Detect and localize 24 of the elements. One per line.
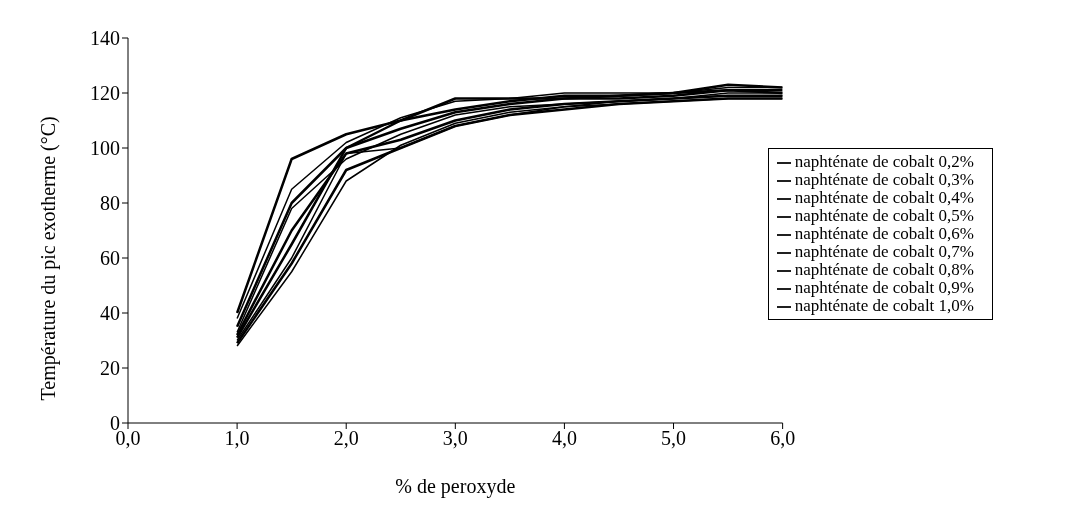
x-tick-label: 3,0	[442, 427, 468, 450]
y-tick-label: 80	[100, 192, 120, 215]
y-tick-label: 120	[90, 82, 120, 105]
legend-label: naphténate de cobalt 0,7%	[794, 242, 974, 261]
y-tick-label: 100	[90, 137, 120, 160]
x-axis-title: % de peroxyde	[395, 475, 516, 498]
x-tick-label: 5,0	[661, 427, 687, 450]
y-tick-label: 60	[100, 247, 120, 270]
x-tick-label: 2,0	[333, 427, 359, 450]
legend-label: naphténate de cobalt 0,3%	[794, 170, 974, 189]
legend-label: naphténate de cobalt 0,5%	[794, 206, 974, 225]
y-tick-label: 40	[100, 302, 120, 325]
legend-label: naphténate de cobalt 0,8%	[794, 260, 974, 279]
legend-label: naphténate de cobalt 1,0%	[794, 296, 974, 315]
x-tick-label: 6,0	[770, 427, 796, 450]
legend-label: naphténate de cobalt 0,9%	[794, 278, 974, 297]
legend-label: naphténate de cobalt 0,4%	[794, 188, 974, 207]
legend-label: naphténate de cobalt 0,6%	[794, 224, 974, 243]
legend-label: naphténate de cobalt 0,2%	[794, 152, 974, 171]
x-tick-label: 1,0	[224, 427, 250, 450]
y-tick-label: 140	[90, 27, 120, 50]
y-axis-title: Température du pic exotherme (°C)	[37, 116, 61, 401]
y-tick-label: 20	[100, 357, 120, 380]
x-tick-label: 4,0	[551, 427, 577, 450]
